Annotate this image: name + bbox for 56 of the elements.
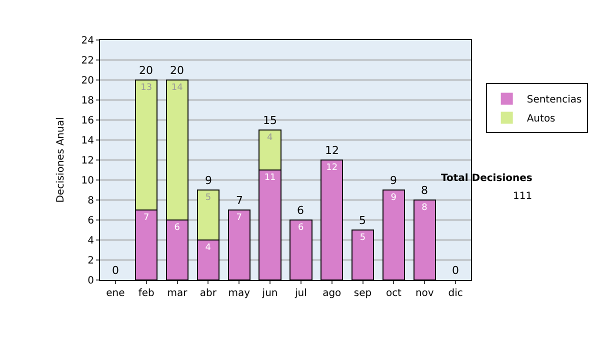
total-label: 20 xyxy=(170,64,184,77)
total-label: 6 xyxy=(297,204,304,217)
data-label: 7 xyxy=(236,213,242,223)
data-label: 12 xyxy=(326,163,338,173)
total-label: 0 xyxy=(112,264,119,277)
x-tick-label: mar xyxy=(167,288,188,299)
total-label: 20 xyxy=(139,64,153,77)
legend-label: Sentencias xyxy=(526,94,582,106)
y-tick-label: 22 xyxy=(81,56,94,66)
total-label: 15 xyxy=(263,114,277,127)
y-tick-label: 16 xyxy=(81,116,94,126)
x-tick-label: jun xyxy=(261,288,278,299)
data-label: 14 xyxy=(171,83,184,93)
total-label: 0 xyxy=(452,264,459,277)
data-label: 5 xyxy=(360,233,366,243)
y-tick-label: 10 xyxy=(81,176,94,186)
total-label: 12 xyxy=(325,144,339,157)
total-label: 8 xyxy=(421,184,428,197)
y-tick-label: 24 xyxy=(81,36,94,46)
y-tick-label: 4 xyxy=(88,236,94,246)
y-tick-label: 18 xyxy=(81,96,94,106)
total-label: 9 xyxy=(205,174,212,187)
data-label: 4 xyxy=(267,133,274,143)
annotation: Total Decisiones xyxy=(441,173,532,184)
data-label: 9 xyxy=(390,193,397,203)
x-tick-label: nov xyxy=(415,288,434,299)
x-tick-label: ene xyxy=(106,288,125,299)
x-tick-label: ago xyxy=(322,288,342,299)
x-tick-label: oct xyxy=(386,288,402,299)
data-label: 6 xyxy=(174,223,180,233)
y-tick-label: 2 xyxy=(88,256,94,266)
data-label: 8 xyxy=(422,203,428,213)
total-label: 5 xyxy=(359,214,366,227)
data-label: 7 xyxy=(144,213,150,223)
y-tick-label: 14 xyxy=(81,136,94,146)
x-tick-label: feb xyxy=(138,288,154,299)
x-tick-label: dic xyxy=(448,288,463,299)
y-tick-label: 8 xyxy=(88,196,94,206)
x-tick-label: sep xyxy=(354,288,372,299)
y-tick-label: 0 xyxy=(88,276,94,286)
y-axis-title: Decisiones Anual xyxy=(55,117,66,203)
y-tick-label: 20 xyxy=(81,76,94,86)
data-label: 5 xyxy=(205,193,212,203)
x-tick-label: abr xyxy=(200,288,218,299)
legend-label: Autos xyxy=(526,114,556,125)
text: 111 xyxy=(513,191,532,202)
x-tick-label: may xyxy=(228,288,250,299)
data-label: 13 xyxy=(140,83,152,93)
y-tick-label: 6 xyxy=(88,216,94,226)
data-label: 6 xyxy=(298,223,304,233)
total-label: 7 xyxy=(236,194,243,207)
x-tick-label: jul xyxy=(294,288,307,299)
total-label: 9 xyxy=(390,174,397,187)
y-tick-label: 12 xyxy=(81,156,94,166)
data-label: 4 xyxy=(205,243,212,253)
data-label: 11 xyxy=(264,173,276,183)
